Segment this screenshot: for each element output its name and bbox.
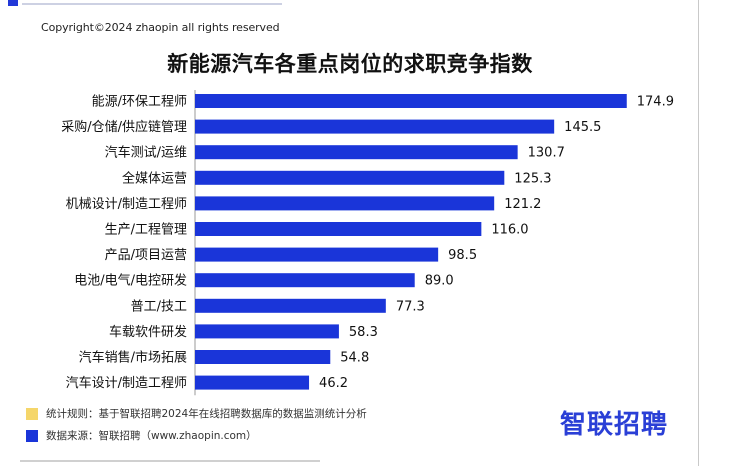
category-label: 车载软件研发: [109, 324, 187, 340]
bar: [195, 324, 339, 339]
bar: [195, 196, 495, 211]
bar: [195, 298, 386, 313]
category-label: 生产/工程管理: [105, 223, 187, 238]
frame-border: [698, 0, 699, 466]
bottom-divider: [20, 460, 320, 462]
chart-title: 新能源汽车各重点岗位的求职竞争指数: [167, 52, 533, 76]
bar: [195, 350, 331, 364]
value-label: 77.3: [396, 299, 425, 314]
source-marker: [26, 429, 38, 442]
category-label: 能源/环保工程师: [92, 95, 187, 110]
category-label: 汽车测试/运维: [105, 145, 187, 161]
category-label: 全媒体运营: [122, 170, 187, 186]
value-label: 54.8: [340, 351, 369, 366]
source-text: 数据来源：智联招聘（www.zhaopin.com）: [46, 430, 257, 442]
bar-chart: 能源/环保工程师 174.9 采购/仓储/供应链管理 145.5 汽车测试/运维 130.…: [61, 90, 674, 396]
value-label: 98.5: [448, 248, 477, 263]
value-label: 125.3: [514, 171, 551, 186]
value-label: 89.0: [425, 274, 454, 289]
value-label: 116.0: [491, 223, 528, 238]
value-label: 130.7: [528, 146, 565, 161]
top-strip: [0, 0, 700, 7]
stat-rule-text: 统计规则：基于智联招聘2024年在线招聘数据库的数据监测统计分析: [46, 408, 367, 420]
zhaopin-logo: 智联招聘: [560, 410, 669, 440]
category-label: 电池/电气/电控研发: [74, 273, 187, 289]
bar: [195, 170, 505, 185]
stat-rule-note: 统计规则：基于智联招聘2024年在线招聘数据库的数据监测统计分析: [26, 406, 367, 421]
top-legend-mark: [8, 0, 18, 6]
copyright-text: Copyright©2024 zhaopin all rights reserv…: [41, 21, 280, 34]
bar: [195, 222, 482, 236]
stat-rule-marker: [26, 407, 38, 420]
value-label: 46.2: [319, 376, 348, 391]
bar: [195, 273, 415, 288]
category-label: 产品/项目运营: [105, 248, 187, 263]
category-label: 机械设计/制造工程师: [66, 197, 187, 212]
value-label: 58.3: [349, 325, 378, 340]
category-label: 汽车设计/制造工程师: [66, 375, 187, 391]
bar: [195, 94, 627, 108]
value-label: 174.9: [637, 95, 674, 110]
value-label: 145.5: [564, 120, 601, 135]
category-label: 普工/技工: [131, 299, 187, 314]
top-divider: [22, 3, 282, 5]
value-label: 121.2: [504, 197, 541, 212]
bar: [195, 375, 310, 390]
bar: [195, 119, 555, 134]
source-note: 数据来源：智联招聘（www.zhaopin.com）: [26, 428, 257, 443]
bar: [195, 247, 439, 262]
bar: [195, 145, 518, 160]
category-label: 汽车销售/市场拓展: [79, 350, 187, 366]
category-label: 采购/仓储/供应链管理: [61, 119, 187, 135]
